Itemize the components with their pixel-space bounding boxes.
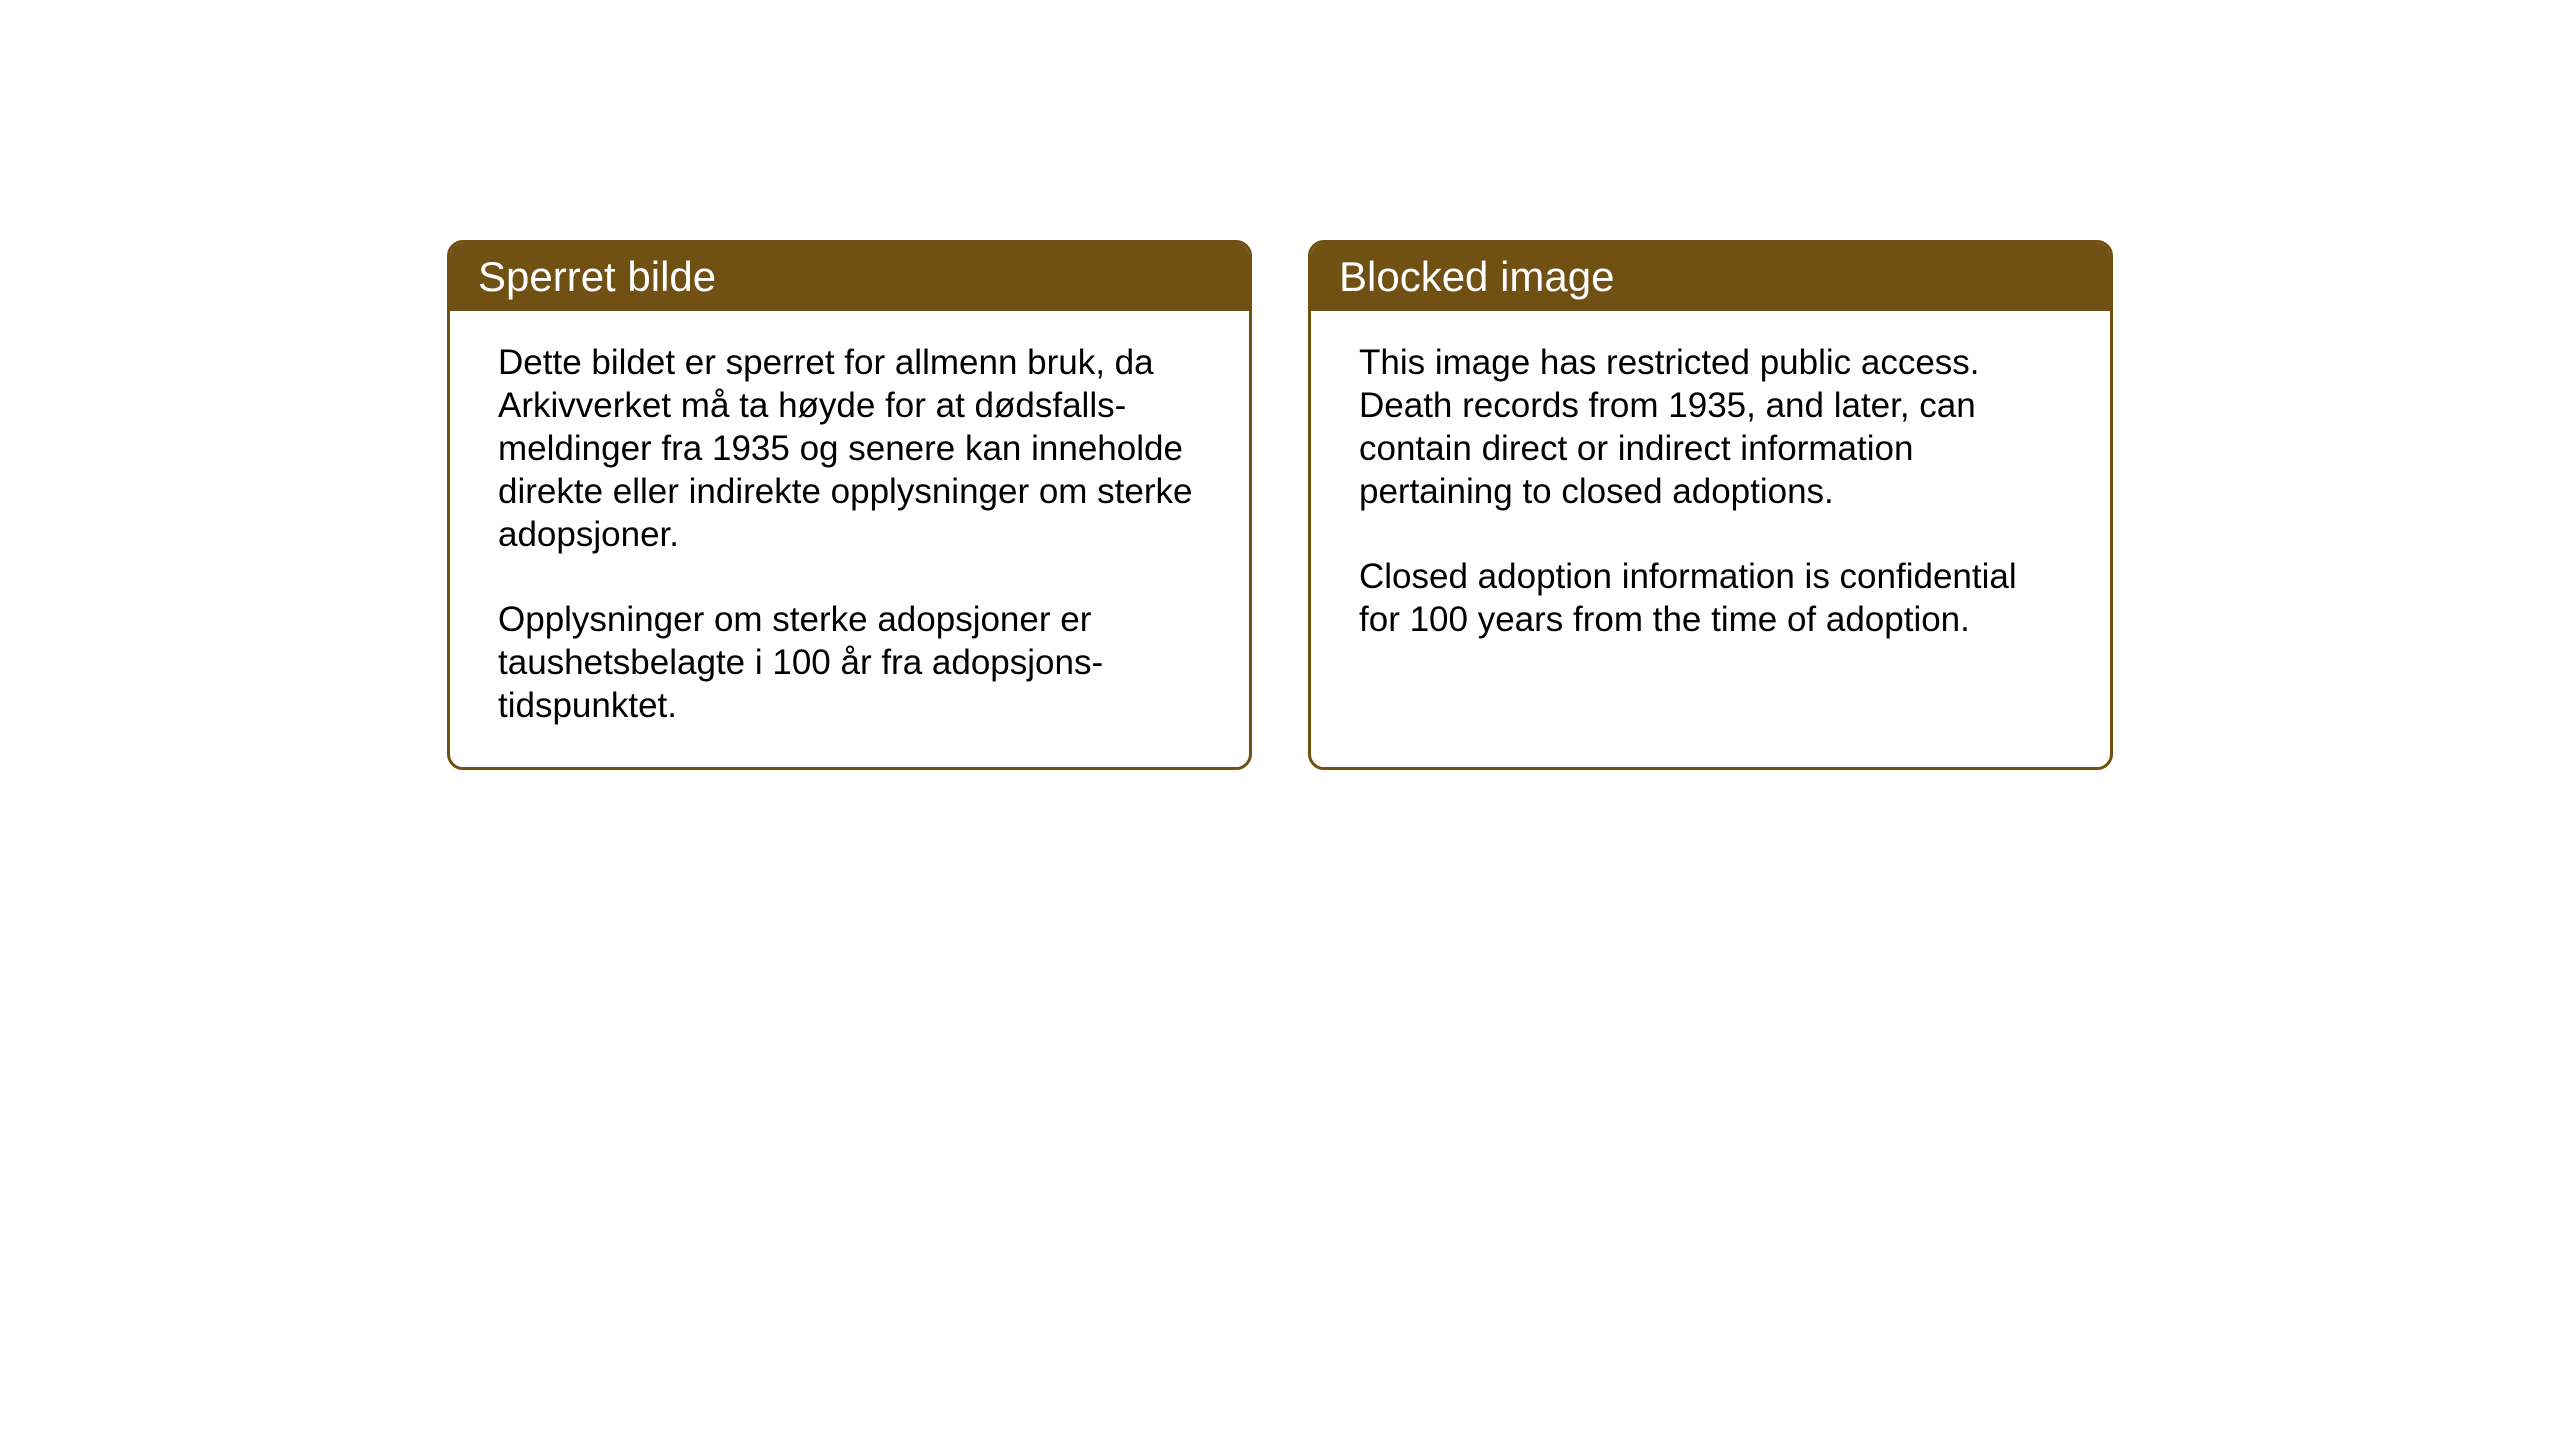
notice-body-english: This image has restricted public access.…: [1311, 311, 2110, 681]
notice-body-norwegian: Dette bildet er sperret for allmenn bruk…: [450, 311, 1249, 767]
notice-paragraph-2-norwegian: Opplysninger om sterke adopsjoner er tau…: [498, 598, 1201, 727]
notice-title-norwegian: Sperret bilde: [478, 253, 716, 300]
notice-header-english: Blocked image: [1311, 243, 2110, 311]
notice-paragraph-2-english: Closed adoption information is confident…: [1359, 555, 2062, 641]
notice-card-norwegian: Sperret bilde Dette bildet er sperret fo…: [447, 240, 1252, 770]
notice-paragraph-1-english: This image has restricted public access.…: [1359, 341, 2062, 513]
notice-container: Sperret bilde Dette bildet er sperret fo…: [447, 240, 2113, 770]
notice-header-norwegian: Sperret bilde: [450, 243, 1249, 311]
notice-paragraph-1-norwegian: Dette bildet er sperret for allmenn bruk…: [498, 341, 1201, 556]
notice-title-english: Blocked image: [1339, 253, 1614, 300]
notice-card-english: Blocked image This image has restricted …: [1308, 240, 2113, 770]
